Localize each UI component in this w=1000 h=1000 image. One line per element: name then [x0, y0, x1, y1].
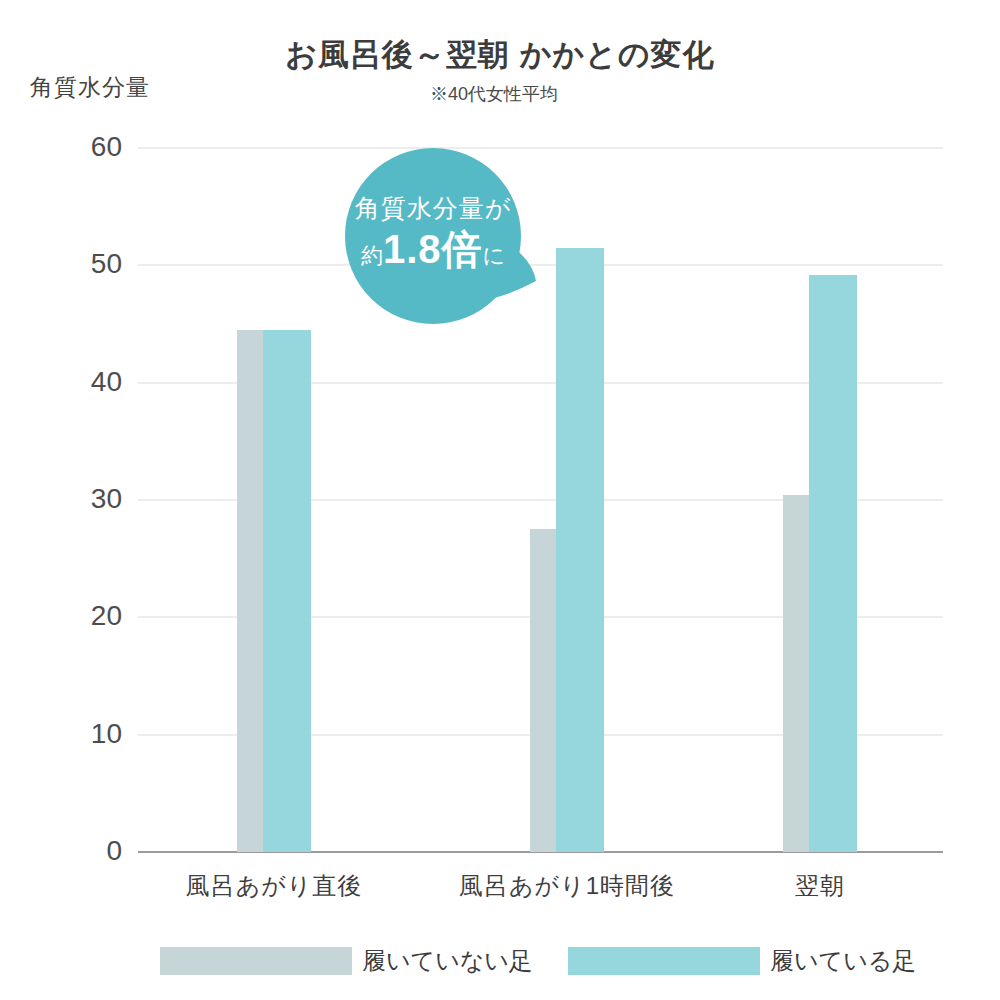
legend-swatch	[160, 947, 352, 975]
bar	[809, 275, 857, 852]
bar	[263, 330, 311, 852]
y-tick-label: 50	[38, 248, 122, 280]
callout-prefix: 約	[361, 243, 383, 268]
legend-label: 履いていない足	[362, 945, 533, 977]
callout-text-line1: 角質水分量が	[341, 192, 525, 225]
bar	[556, 248, 604, 852]
y-tick-label: 20	[38, 600, 122, 632]
x-axis-label: 翌朝	[670, 870, 970, 902]
callout-suffix: に	[483, 243, 506, 268]
y-tick-label: 0	[38, 835, 122, 867]
y-tick-label: 60	[38, 131, 122, 163]
callout-text-line2: 約1.8倍に	[341, 222, 525, 277]
y-tick-label: 30	[38, 483, 122, 515]
y-tick-label: 40	[38, 366, 122, 398]
chart-title: お風呂後～翌朝 かかとの変化	[0, 34, 1000, 76]
legend-label: 履いている足	[770, 945, 916, 977]
y-tick-label: 10	[38, 718, 122, 750]
legend-item: 履いていない足	[160, 945, 533, 977]
y-axis-label: 角質水分量	[30, 72, 150, 103]
bar	[530, 529, 556, 852]
chart-page: お風呂後～翌朝 かかとの変化 ※40代女性平均 角質水分量 0102030405…	[0, 0, 1000, 1000]
legend-swatch	[568, 947, 760, 975]
bar	[237, 330, 263, 852]
legend-item: 履いている足	[568, 945, 916, 977]
callout-value: 1.8倍	[383, 227, 483, 271]
x-axis-label: 風呂あがり直後	[124, 870, 424, 902]
bar	[783, 495, 809, 852]
